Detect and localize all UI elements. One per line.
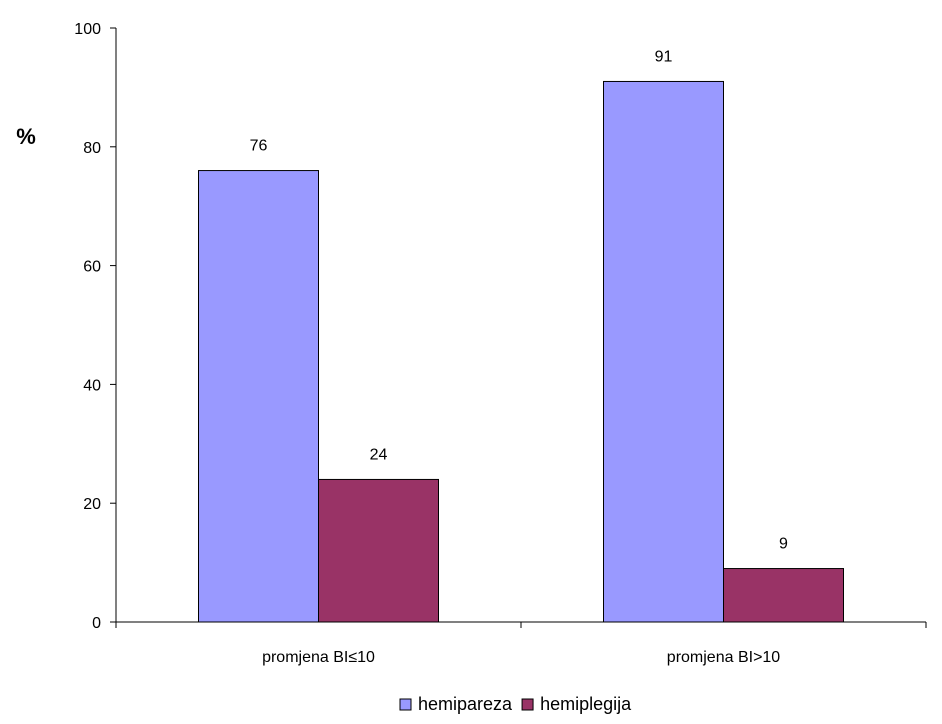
bar-hemiplegija <box>723 568 844 623</box>
bar-hemipareza <box>603 80 724 623</box>
bar-hemiplegija <box>318 478 439 623</box>
y-tick-label: 20 <box>83 496 101 513</box>
y-tick-label: 0 <box>92 615 101 632</box>
bars: 76 24 91 9 <box>198 48 844 623</box>
legend: hemipareza hemiplegija <box>399 694 632 714</box>
data-label: 91 <box>655 48 673 65</box>
bar-hemipareza <box>198 170 319 623</box>
legend-swatch <box>399 698 412 711</box>
y-axis-label: % <box>16 124 36 149</box>
legend-label: hemiplegija <box>540 694 632 714</box>
y-tick-label: 60 <box>83 259 101 276</box>
x-tick-label: promjena BI>10 <box>667 649 781 666</box>
x-tick-label: promjena BI≤10 <box>262 649 375 666</box>
y-tick-label: 80 <box>83 140 101 157</box>
data-label: 24 <box>370 446 388 463</box>
legend-swatch <box>521 698 534 711</box>
y-tick-label: 40 <box>83 377 101 394</box>
y-tick-label: 100 <box>74 21 101 38</box>
legend-label: hemipareza <box>418 694 513 714</box>
axes: 0 20 40 60 80 100 promjena BI≤10 promjena BI>10 <box>74 21 927 666</box>
data-label: 76 <box>250 138 268 155</box>
data-label: 9 <box>779 536 788 553</box>
